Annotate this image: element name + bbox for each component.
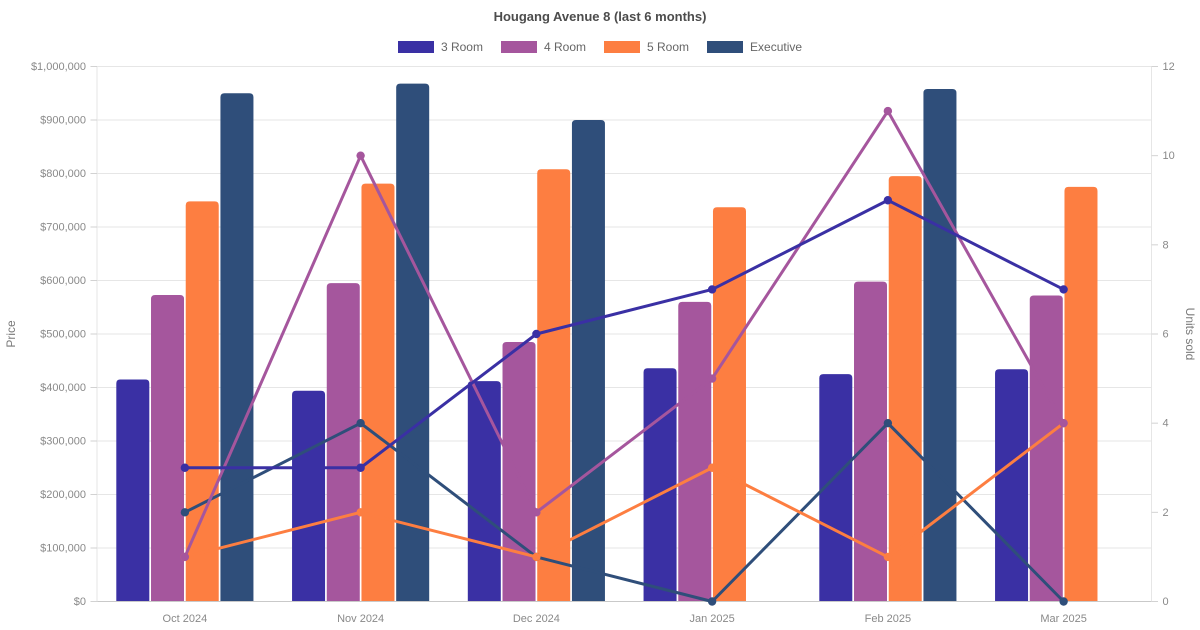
bar-5-room-nov-2024[interactable] [361, 183, 395, 602]
left-axis-tick-label: $400,000 [40, 382, 86, 394]
legend-item-4-room[interactable]: 4 Room [500, 40, 586, 54]
bar-3-room-oct-2024[interactable] [116, 379, 150, 601]
line-executive-units [183, 421, 1066, 603]
point-executive-oct-2024[interactable] [180, 508, 190, 517]
line-3-room-units [183, 198, 1066, 470]
bar-5-room-jan-2025[interactable] [712, 207, 746, 601]
right-axis-tick-label: 6 [1163, 329, 1169, 341]
legend-item-executive[interactable]: Executive [707, 41, 802, 53]
right-axis: 0 2 4 6 8 10 12 [1151, 61, 1175, 608]
chart-title: Hougang Avenue 8 (last 6 months) [493, 9, 707, 24]
legend-item-5-room[interactable]: 5 Room [604, 41, 689, 53]
lines [180, 106, 1068, 606]
left-axis-tick-label: $900,000 [40, 115, 86, 127]
point-5-room-nov-2024[interactable] [356, 508, 365, 517]
point-3-room-mar-2025[interactable] [1059, 285, 1068, 294]
right-axis-tick-label: 4 [1163, 418, 1169, 430]
legend-label: Executive [750, 40, 803, 54]
point-3-room-dec-2024[interactable] [532, 329, 541, 339]
bar-executive-feb-2025[interactable] [923, 88, 957, 602]
right-axis-tick-label: 12 [1163, 61, 1175, 73]
point-4-room-oct-2024[interactable] [180, 552, 190, 562]
x-axis-tick-label: Feb 2025 [865, 613, 911, 625]
point-executive-mar-2025[interactable] [1059, 597, 1068, 606]
right-axis-tick-label: 10 [1163, 150, 1175, 162]
point-5-room-dec-2024[interactable] [532, 552, 541, 562]
point-executive-jan-2025[interactable] [707, 597, 717, 606]
point-3-room-nov-2024[interactable] [356, 463, 365, 472]
bar-4-room-oct-2024[interactable] [151, 294, 185, 601]
bar-3-room-jan-2025[interactable] [643, 368, 677, 601]
point-3-room-oct-2024[interactable] [180, 463, 190, 472]
legend-label: 4 Room [543, 40, 586, 54]
left-axis-tick-label: $600,000 [40, 275, 86, 287]
bar-5-room-dec-2024[interactable] [537, 169, 571, 601]
gridlines [96, 66, 1152, 602]
right-axis-tick-label: 0 [1163, 596, 1169, 608]
left-axis-title: Price [4, 320, 18, 348]
left-axis-tick-label: $100,000 [40, 543, 86, 555]
point-5-room-jan-2025[interactable] [707, 463, 717, 472]
bar-4-room-nov-2024[interactable] [326, 283, 360, 601]
bar-4-room-mar-2025[interactable] [1029, 295, 1063, 601]
legend-swatch [604, 41, 640, 53]
bar-3-room-nov-2024[interactable] [292, 390, 326, 601]
point-4-room-nov-2024[interactable] [356, 151, 365, 160]
bar-executive-oct-2024[interactable] [220, 93, 254, 601]
point-4-room-feb-2025[interactable] [883, 106, 893, 116]
point-executive-nov-2024[interactable] [356, 418, 365, 428]
legend-item-3-room[interactable]: 3 Room [397, 40, 483, 54]
bar-executive-nov-2024[interactable] [396, 83, 430, 602]
point-5-room-feb-2025[interactable] [883, 552, 893, 562]
bar-4-room-jan-2025[interactable] [678, 301, 712, 601]
line-4-room-units [183, 109, 1066, 559]
bar-3-room-mar-2025[interactable] [995, 369, 1029, 601]
right-axis-tick-label: 2 [1163, 507, 1169, 519]
point-4-room-jan-2025[interactable] [707, 374, 717, 383]
right-axis-tick-label: 8 [1163, 239, 1169, 251]
legend-swatch [500, 41, 537, 53]
left-axis: $0 $100,000 $200,000 $300,000 $400,000 $500,0… [31, 61, 97, 608]
bar-3-room-dec-2024[interactable] [467, 381, 501, 601]
x-axis-tick-label: Dec 2024 [513, 613, 560, 625]
chart-legend: 3 Room 4 Room 5 Room Executive [0, 41, 1200, 53]
point-3-room-feb-2025[interactable] [883, 196, 893, 205]
legend-swatch [707, 41, 744, 53]
x-axis-tick-label: Oct 2024 [163, 613, 208, 625]
point-3-room-jan-2025[interactable] [707, 285, 717, 294]
left-axis-tick-label: $0 [74, 596, 86, 608]
legend-swatch [397, 41, 434, 53]
left-axis-tick-label: $300,000 [40, 436, 86, 448]
x-axis-tick-label: Mar 2025 [1040, 613, 1086, 625]
left-axis-tick-label: $1,000,000 [31, 61, 86, 73]
bar-4-room-dec-2024[interactable] [502, 342, 536, 601]
point-executive-feb-2025[interactable] [883, 418, 893, 428]
bar-5-room-mar-2025[interactable] [1064, 186, 1098, 601]
left-axis-tick-label: $700,000 [40, 222, 86, 234]
line-5-room-units [183, 421, 1066, 559]
right-axis-title: Units sold [1183, 308, 1197, 361]
bar-3-room-feb-2025[interactable] [819, 374, 853, 601]
left-axis-tick-label: $200,000 [40, 489, 86, 501]
point-4-room-mar-2025[interactable] [1059, 418, 1068, 428]
x-axis: Oct 2024 Nov 2024 Dec 2024 Jan 2025 Feb 2025… [163, 613, 1087, 625]
point-4-room-dec-2024[interactable] [532, 508, 541, 517]
left-axis-tick-label: $800,000 [40, 168, 86, 180]
left-axis-tick-label: $500,000 [40, 329, 86, 341]
x-axis-tick-label: Nov 2024 [337, 613, 384, 625]
bars [116, 83, 1098, 602]
x-axis-tick-label: Jan 2025 [689, 613, 734, 625]
legend-label: 5 Room [647, 40, 690, 54]
bar-5-room-feb-2025[interactable] [888, 176, 922, 602]
legend-label: 3 Room [440, 40, 483, 54]
